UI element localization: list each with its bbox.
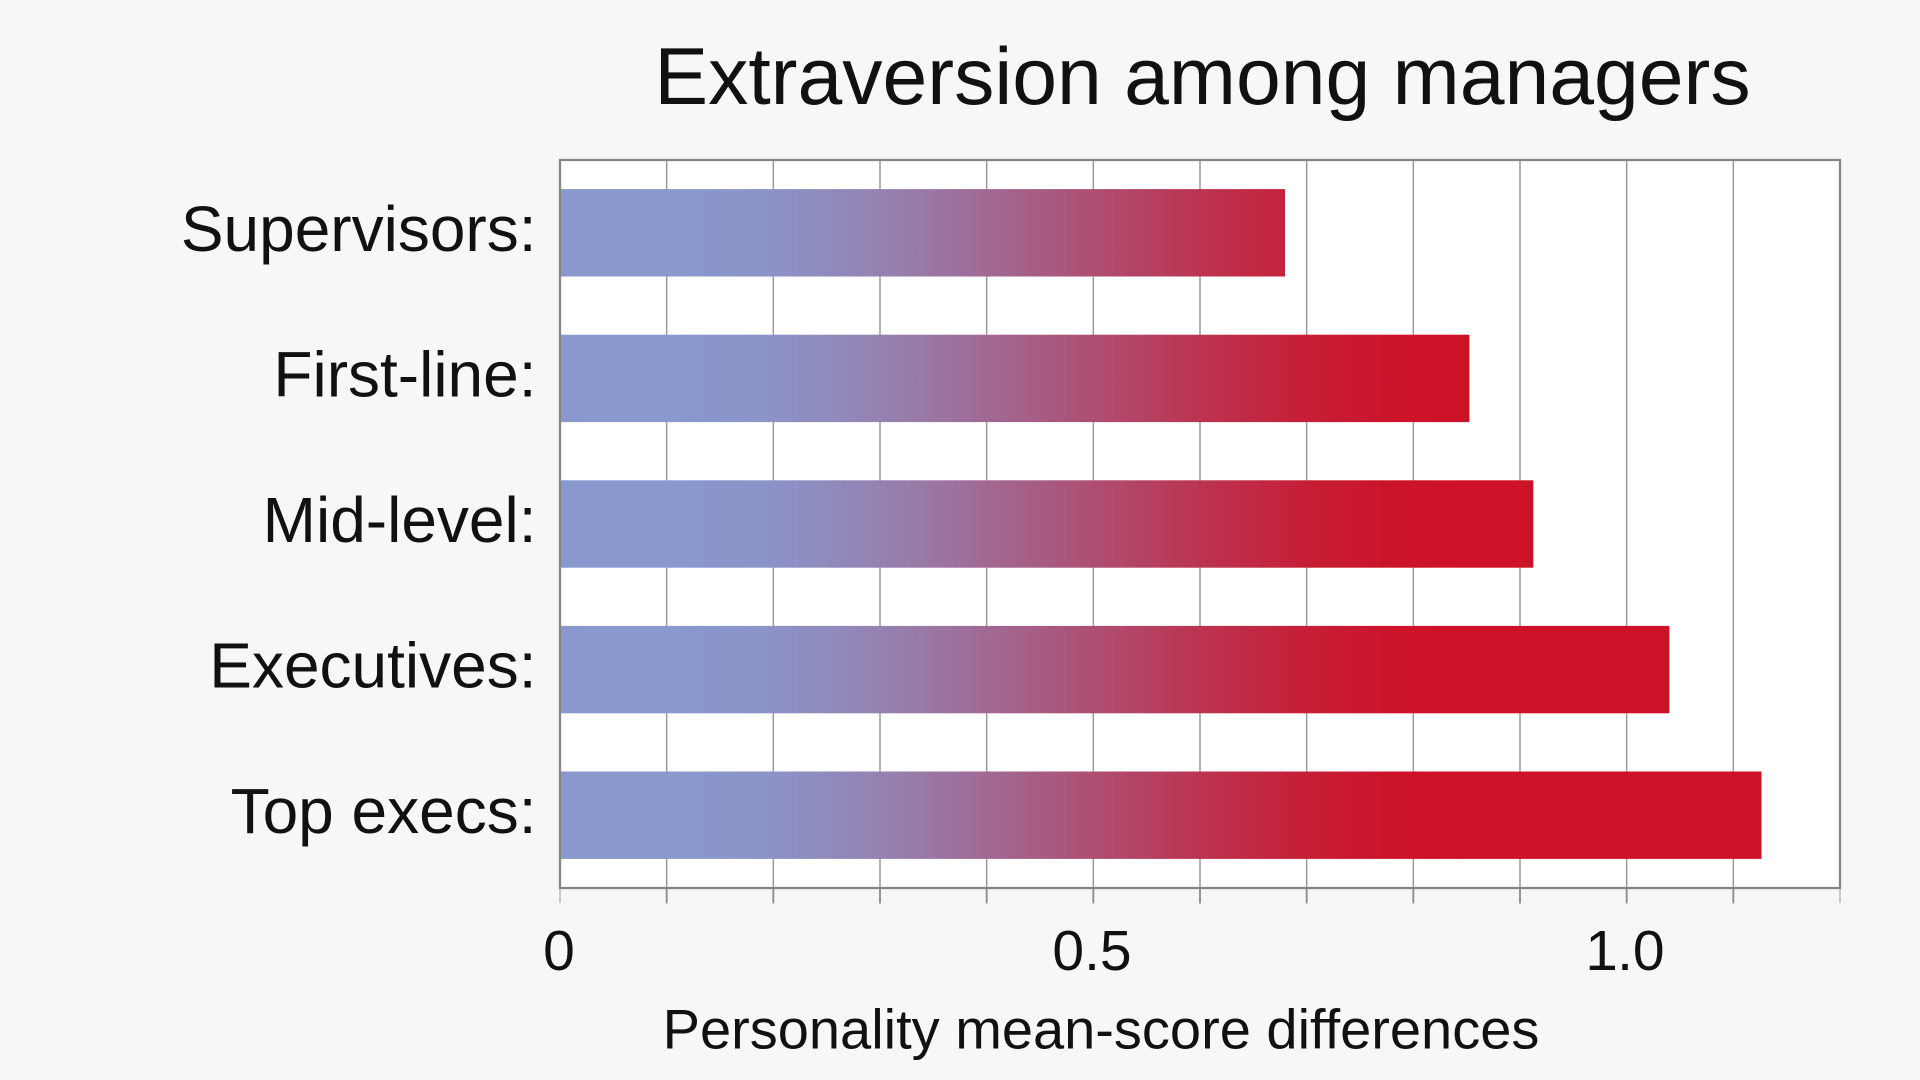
svg-text:0: 0 (543, 919, 575, 983)
svg-text:Executives:: Executives: (209, 630, 536, 702)
svg-text:Mid-level:: Mid-level: (263, 484, 537, 556)
svg-text:1.0: 1.0 (1585, 919, 1664, 983)
svg-text:First-line:: First-line: (273, 338, 536, 410)
svg-text:Extraversion among managers: Extraversion among managers (654, 32, 1750, 122)
svg-text:Personality mean-score differe: Personality mean-score differences (663, 998, 1540, 1061)
svg-text:Supervisors:: Supervisors: (181, 193, 537, 265)
svg-text:Top execs:: Top execs: (231, 775, 537, 847)
svg-text:0.5: 0.5 (1052, 919, 1131, 983)
